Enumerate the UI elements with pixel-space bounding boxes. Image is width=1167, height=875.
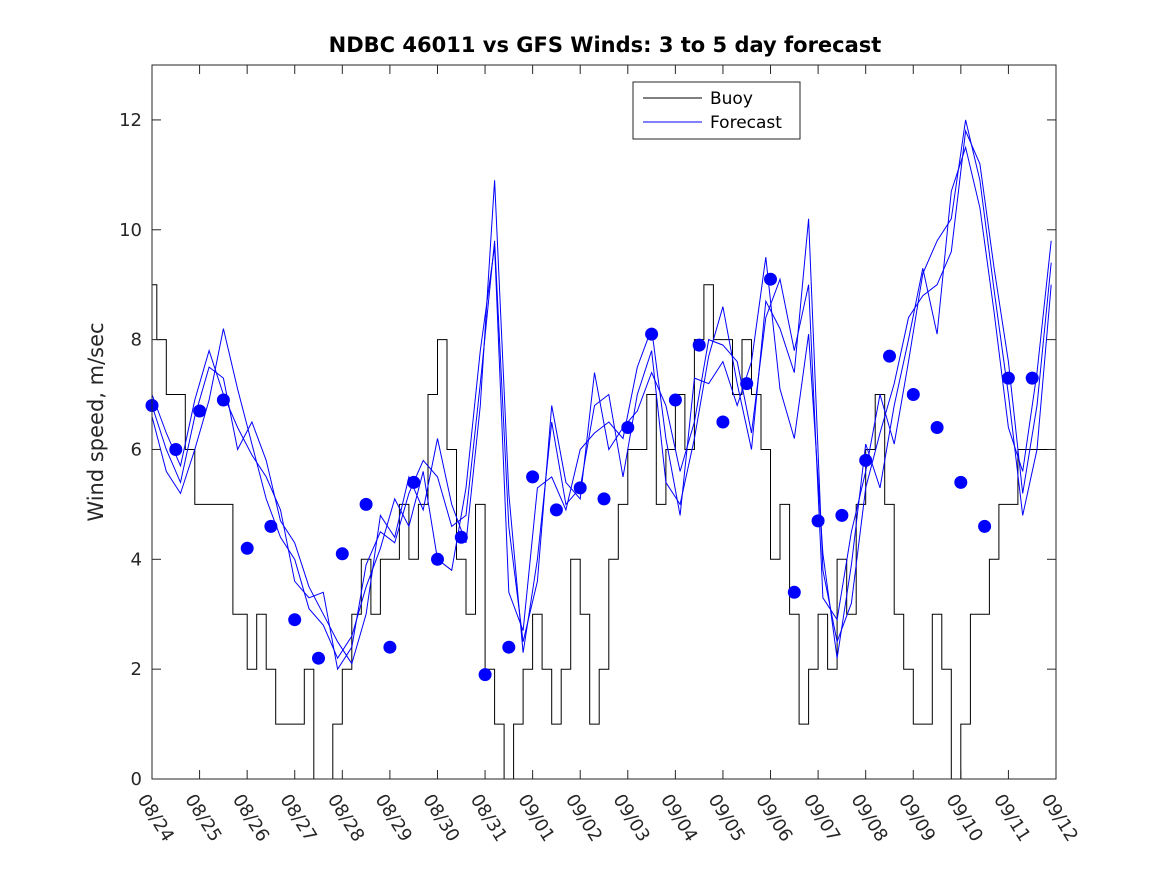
forecast-point	[668, 393, 682, 407]
axes-box	[151, 64, 1057, 780]
y-tick-label: 12	[119, 110, 142, 131]
forecast-point	[264, 519, 278, 533]
forecast-point	[811, 514, 825, 528]
y-tick-label: 2	[131, 659, 142, 680]
forecast-point	[764, 272, 777, 286]
forecast-point	[193, 404, 207, 418]
forecast-point	[359, 497, 373, 511]
forecast-point	[597, 492, 611, 506]
y-axis-label: Wind speed, m/sec	[84, 322, 108, 521]
y-tick-label: 8	[131, 330, 142, 351]
legend-buoy-label: Buoy	[710, 89, 753, 109]
y-tick-label: 4	[131, 549, 142, 570]
plot-area	[145, 119, 1056, 780]
forecast-point	[288, 613, 302, 627]
forecast-point	[407, 475, 421, 489]
forecast-point	[978, 519, 992, 533]
forecast-series	[151, 119, 1052, 671]
forecast-point	[454, 530, 468, 544]
forecast-point	[645, 327, 659, 341]
forecast-point	[835, 508, 849, 522]
forecast-point	[692, 338, 706, 352]
forecast-point	[478, 668, 492, 682]
forecast-point	[1001, 371, 1015, 385]
forecast-point	[740, 377, 754, 391]
forecast-point	[954, 475, 968, 489]
forecast-line-1	[151, 128, 1052, 665]
legend-box	[632, 81, 801, 140]
forecast-line-2	[151, 145, 1052, 660]
forecast-point	[169, 443, 183, 456]
forecast-point	[859, 453, 873, 467]
forecast-point	[573, 481, 587, 495]
y-tick-label: 10	[119, 220, 142, 241]
forecast-point	[716, 415, 730, 429]
y-tick-label: 6	[131, 439, 142, 460]
forecast-point	[549, 503, 563, 517]
forecast-point	[906, 388, 920, 401]
forecast-point	[431, 552, 444, 566]
y-tick-label: 0	[131, 769, 142, 790]
legend: Buoy Forecast	[632, 81, 801, 140]
forecast-line-3	[151, 119, 1052, 671]
forecast-point	[930, 421, 944, 434]
forecast-point	[312, 651, 325, 665]
forecast-point	[216, 393, 230, 407]
forecast-point	[240, 541, 254, 555]
forecast-point	[526, 470, 540, 484]
forecast-point	[883, 349, 896, 363]
forecast-point	[335, 547, 349, 561]
forecast-point	[621, 421, 635, 434]
forecast-point	[787, 585, 801, 599]
forecast-points	[145, 272, 1039, 682]
y-axis-ticks: 0 2 4 6 8 10 12	[119, 110, 1056, 790]
chart-title: NDBC 46011 vs GFS Winds: 3 to 5 day fore…	[329, 33, 882, 57]
forecast-point	[1025, 371, 1039, 385]
forecast-point	[502, 640, 516, 654]
legend-forecast-label: Forecast	[710, 113, 782, 133]
forecast-point	[383, 640, 397, 654]
